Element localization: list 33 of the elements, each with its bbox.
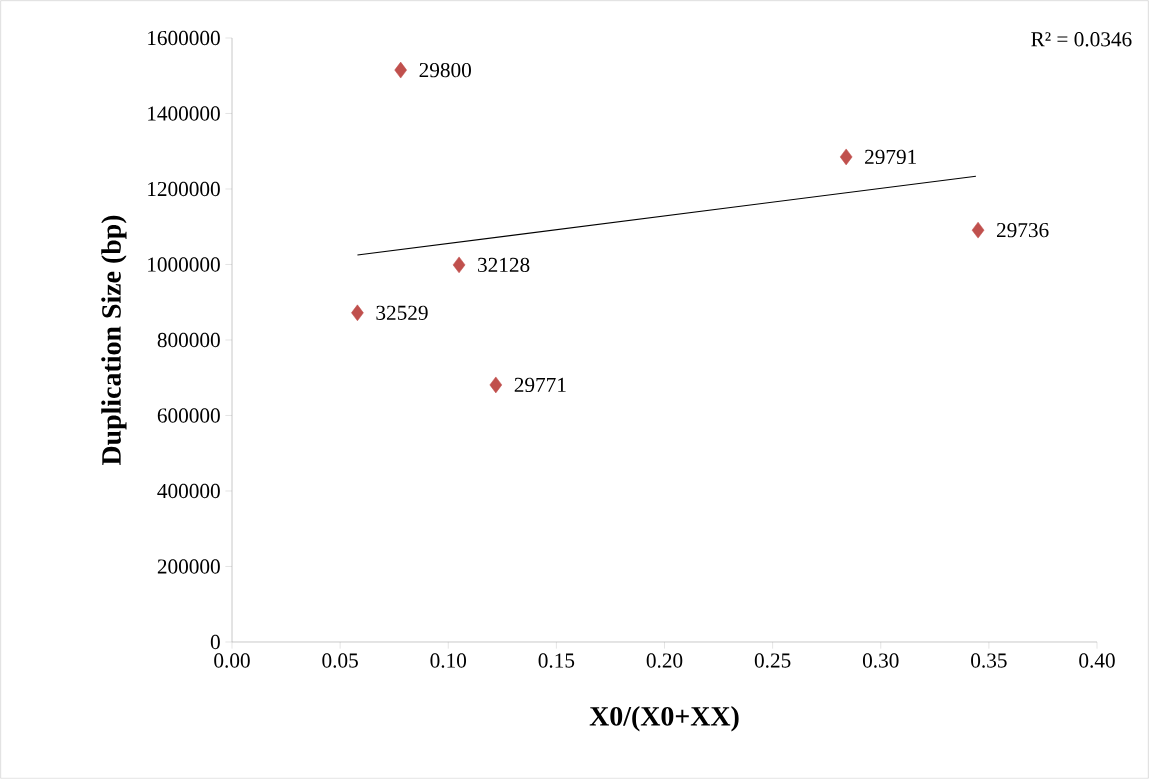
annotation: R² = 0.0346 [1031,32,1132,47]
point [489,376,503,394]
y-tick-label: 1600000 [148,30,220,46]
y-tick-label: 600000 [157,408,220,423]
x-tick-label: 0.30 [862,653,899,668]
x-tick-label: 0.25 [754,653,791,668]
annotation: 29800 [419,62,471,78]
x-tick-label: 0.40 [1079,653,1115,668]
x-tick-label: 0.15 [538,653,575,668]
point [452,256,466,274]
x-tick-label: 0.20 [646,653,683,668]
y-tick-label: 200000 [157,559,220,574]
y-tick-label: 1400000 [148,106,220,121]
y-axis-title: Duplication Size (bp) [101,215,127,466]
annotation: 29791 [865,149,916,165]
point [839,148,853,166]
y-tick-label: 0 [210,634,220,650]
point [971,221,985,239]
annotation: 29736 [996,223,1049,238]
y-tick-label: 1200000 [148,181,220,197]
annotation: 32529 [376,305,428,320]
x-tick-label: 0.05 [322,653,358,668]
x-tick-label: 0.10 [430,653,467,668]
x-tick-label: 0.00 [214,653,250,668]
point [394,61,407,79]
annotation: 32128 [478,257,530,273]
y-tick-label: 1000000 [148,257,220,272]
x-tick-label: 0.35 [971,653,1007,668]
point [351,304,364,322]
y-tick-label: 800000 [157,332,220,348]
y-tick-label: 400000 [157,483,220,499]
x-axis-title: X0/(X0+XX) [589,706,739,732]
annotation: 29771 [514,377,566,393]
